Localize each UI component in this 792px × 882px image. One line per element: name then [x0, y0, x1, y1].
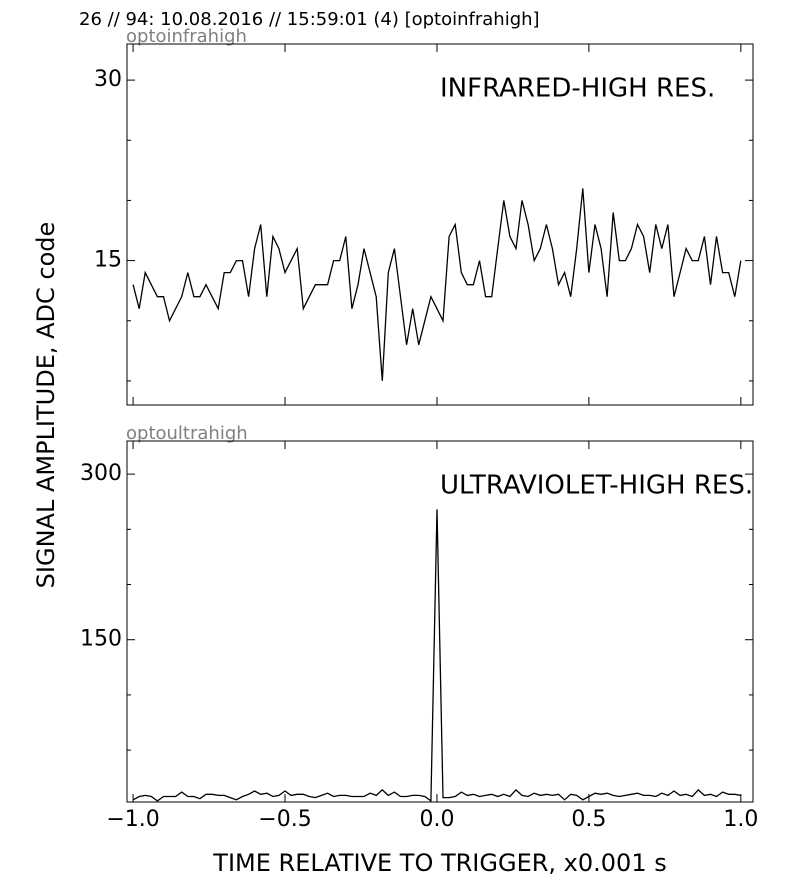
panel-label: optoinfrahigh — [126, 26, 247, 47]
annotation: INFRARED-HIGH RES. — [440, 74, 715, 104]
x-tick-label: −1.0 — [106, 807, 159, 832]
y-axis-label: SIGNAL AMPLITUDE, ADC code — [32, 222, 60, 589]
x-tick-label: −0.5 — [258, 807, 311, 832]
signal-line — [132, 188, 742, 381]
x-tick-label: 0.0 — [419, 807, 454, 832]
x-tick-label: 1.0 — [723, 807, 758, 832]
panel-label: optoultrahigh — [126, 423, 248, 444]
header: 26 // 94: 10.08.2016 // 15:59:01 (4) [op… — [79, 9, 540, 30]
annotation: ULTRAVIOLET-HIGH RES. — [440, 471, 753, 501]
y-tick-label: 300 — [80, 461, 122, 486]
signal-line — [132, 509, 741, 803]
y-tick-label: 15 — [94, 248, 122, 273]
axes-frame — [126, 43, 754, 406]
axes-frame — [126, 440, 754, 803]
x-tick-label: 0.5 — [571, 807, 606, 832]
y-tick-label: 150 — [80, 627, 122, 652]
x-axis-label: TIME RELATIVE TO TRIGGER, x0.001 s — [212, 849, 666, 877]
y-tick-label: 30 — [94, 67, 122, 92]
